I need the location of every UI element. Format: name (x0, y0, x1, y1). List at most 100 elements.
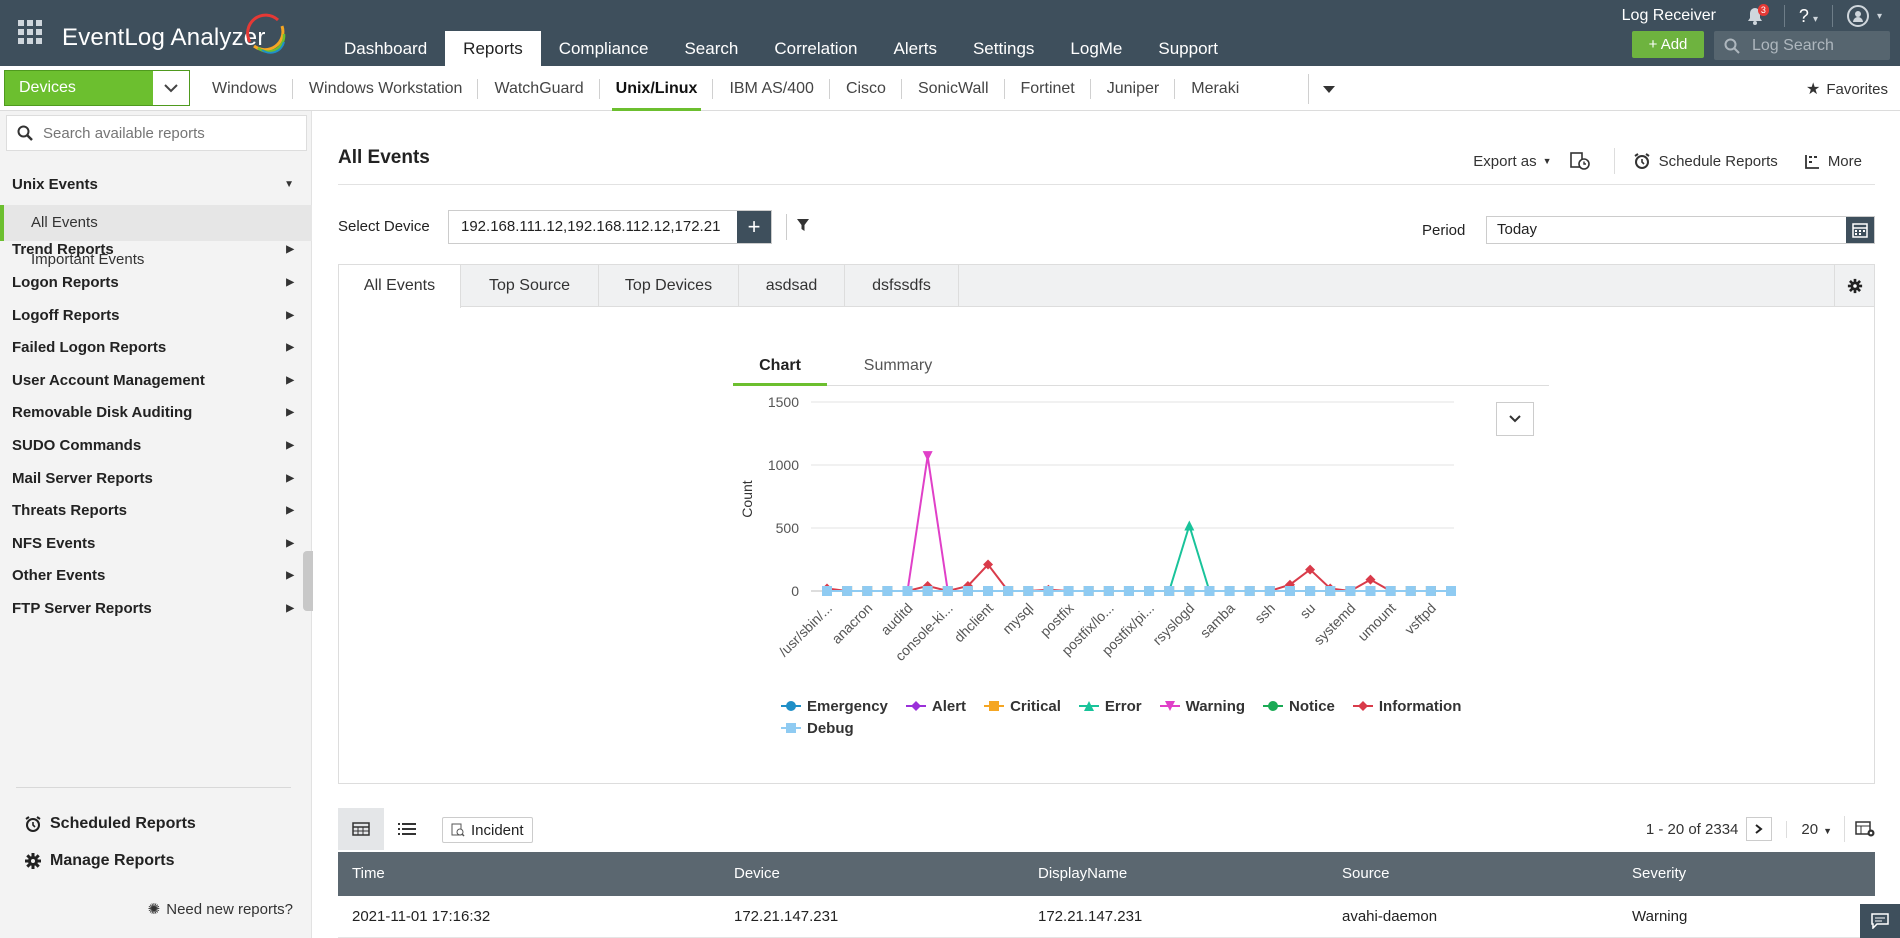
brand-name[interactable]: EventLog Analyzer (62, 24, 266, 51)
report-settings-button[interactable] (1834, 265, 1874, 307)
sidebar-group-nfs-events[interactable]: NFS Events ▶ (12, 535, 302, 552)
sidebar-group-ftp-server-reports[interactable]: FTP Server Reports ▶ (12, 600, 302, 617)
sidebar-group-label: SUDO Commands (12, 437, 142, 454)
device-type-bar: Devices Windows Windows Workstation Watc… (0, 66, 1900, 111)
tab-juniper[interactable]: Juniper (1091, 66, 1176, 111)
column-header-severity[interactable]: Severity (1632, 865, 1687, 882)
sidebar-group-logon-reports[interactable]: Logon Reports ▶ (12, 274, 302, 291)
tab-fortinet[interactable]: Fortinet (1005, 66, 1092, 111)
manage-reports-link[interactable]: Manage Reports (24, 852, 174, 870)
sidebar-group-failed-logon-reports[interactable]: Failed Logon Reports ▶ (12, 339, 302, 356)
tab-windows[interactable]: Windows (196, 66, 293, 111)
sidebar-group-trend-reports[interactable]: Trend Reports ▶ (12, 241, 302, 258)
tab-top-devices[interactable]: Top Devices (599, 265, 739, 307)
filter-button[interactable] (796, 218, 810, 236)
favorites-button[interactable]: ★ Favorites (1806, 79, 1888, 99)
legend-item-warning[interactable]: Warning (1159, 695, 1245, 717)
sidebar-item-all-events[interactable]: All Events (0, 205, 312, 241)
x-tick-label: mysql (999, 600, 1036, 637)
schedule-reports-button[interactable]: Schedule Reports (1633, 152, 1778, 170)
add-device-button[interactable]: + (737, 211, 771, 243)
notifications-button[interactable]: 3 (1740, 1, 1770, 31)
tab-ibm-as400[interactable]: IBM AS/400 (713, 66, 830, 111)
more-button[interactable]: More (1804, 153, 1862, 170)
help-button[interactable]: ? ▾ (1799, 6, 1818, 27)
scheduled-reports-link[interactable]: Scheduled Reports (24, 815, 196, 833)
sidebar-group-other-events[interactable]: Other Events ▶ (12, 567, 302, 584)
divider (1831, 5, 1833, 27)
legend-item-critical[interactable]: Critical (984, 695, 1061, 717)
tab-top-source[interactable]: Top Source (461, 265, 599, 307)
legend-item-emergency[interactable]: Emergency (781, 695, 888, 717)
tab-windows-workstation[interactable]: Windows Workstation (293, 66, 479, 111)
column-header-device[interactable]: Device (734, 865, 780, 882)
calendar-button[interactable] (1846, 217, 1874, 243)
y-tick-label: 1000 (768, 457, 799, 473)
more-device-tabs-button[interactable] (1308, 74, 1348, 104)
tab-sonicwall[interactable]: SonicWall (902, 66, 1005, 111)
chat-button[interactable] (1860, 904, 1900, 938)
sidebar-group-mail-server-reports[interactable]: Mail Server Reports ▶ (12, 470, 302, 487)
legend-item-error[interactable]: Error (1078, 695, 1142, 717)
table-view-button[interactable] (338, 808, 384, 850)
column-chooser-button[interactable] (1844, 816, 1875, 842)
export-as-dropdown[interactable]: Export as ▼ (1473, 153, 1551, 170)
divider (338, 184, 1875, 185)
legend-item-notice[interactable]: Notice (1263, 695, 1335, 717)
chevron-down-icon[interactable] (153, 71, 189, 105)
select-device-field[interactable]: 192.168.111.12,192.168.112.12,172.21 + (448, 210, 772, 244)
nav-alerts[interactable]: Alerts (893, 39, 937, 58)
sidebar-collapse-handle[interactable] (303, 551, 313, 611)
chart-options-button[interactable] (1496, 402, 1534, 436)
sidebar-group-removable-disk-auditing[interactable]: Removable Disk Auditing ▶ (12, 404, 302, 421)
report-search-input[interactable] (33, 124, 306, 142)
user-menu-button[interactable]: ▾ (1846, 5, 1882, 27)
incident-button[interactable]: Incident (442, 817, 533, 843)
sidebar-group-sudo-commands[interactable]: SUDO Commands ▶ (12, 437, 302, 454)
device-category-select[interactable]: Devices (4, 70, 190, 106)
export-history-button[interactable] (1569, 152, 1590, 170)
add-button[interactable]: + Add (1632, 31, 1704, 58)
next-page-button[interactable] (1746, 817, 1773, 841)
tab-dsfssdfs[interactable]: dsfssdfs (845, 265, 959, 307)
nav-logme[interactable]: LogMe (1070, 39, 1123, 58)
tab-meraki[interactable]: Meraki (1191, 80, 1240, 97)
sidebar-group-threats-reports[interactable]: Threats Reports ▶ (12, 502, 302, 519)
nav-settings[interactable]: Settings (972, 39, 1035, 58)
legend-item-alert[interactable]: Alert (905, 695, 966, 717)
tab-all-events[interactable]: All Events (339, 265, 461, 308)
tab-cisco[interactable]: Cisco (830, 66, 902, 111)
nav-search[interactable]: Search (684, 39, 739, 58)
period-field[interactable]: Today (1486, 216, 1875, 244)
period-value[interactable]: Today (1497, 221, 1538, 238)
list-view-button[interactable] (384, 808, 430, 850)
sidebar-item-important-events[interactable]: Important Events (31, 251, 145, 268)
tab-unix-linux[interactable]: Unix/Linux (600, 66, 714, 111)
report-search[interactable] (6, 115, 307, 151)
legend-item-debug[interactable]: Debug (781, 717, 854, 739)
sidebar-group-user-account-management[interactable]: User Account Management ▶ (12, 372, 302, 389)
legend-item-information[interactable]: Information (1352, 695, 1461, 717)
table-row[interactable]: 2021-11-01 17:16:32 172.21.147.231 172.21.… (338, 896, 1875, 938)
log-receiver-link[interactable]: Log Receiver (1621, 7, 1716, 24)
tab-chart[interactable]: Chart (733, 353, 827, 386)
nav-dashboard[interactable]: Dashboard (344, 39, 428, 58)
sidebar-group-logoff-reports[interactable]: Logoff Reports ▶ (12, 307, 302, 324)
log-search-input[interactable]: Log Search (1714, 31, 1890, 60)
column-header-time[interactable]: Time (352, 865, 385, 882)
sidebar-group-unix-events[interactable]: Unix Events ▼ (12, 176, 302, 193)
tab-summary[interactable]: Summary (863, 357, 933, 374)
nav-reports[interactable]: Reports (445, 31, 541, 66)
nav-correlation[interactable]: Correlation (774, 39, 858, 58)
tab-asdsad[interactable]: asdsad (739, 265, 845, 307)
nav-support[interactable]: Support (1158, 39, 1218, 58)
nav-compliance[interactable]: Compliance (558, 39, 649, 58)
selected-devices-value[interactable]: 192.168.111.12,192.168.112.12,172.21 (461, 218, 721, 235)
data-point (1103, 586, 1114, 596)
column-header-source[interactable]: Source (1342, 865, 1390, 882)
page-size-select[interactable]: 20 ▼ (1786, 820, 1832, 838)
app-grid-icon[interactable] (18, 20, 42, 44)
tab-watchguard[interactable]: WatchGuard (478, 66, 600, 111)
column-header-displayname[interactable]: DisplayName (1038, 865, 1128, 882)
need-new-reports-link[interactable]: ✺ Need new reports? (148, 900, 293, 919)
